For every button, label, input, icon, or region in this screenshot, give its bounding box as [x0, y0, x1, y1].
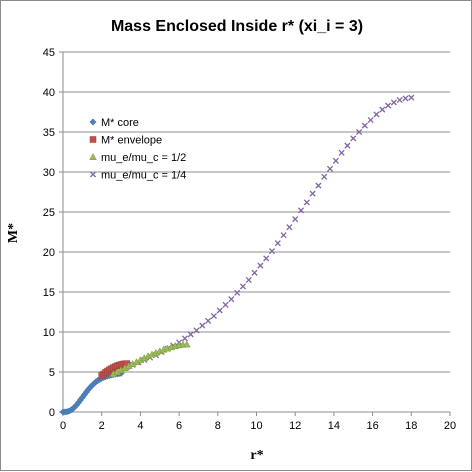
data-series: [59, 94, 415, 416]
legend-label-1: M* envelope: [101, 135, 162, 147]
data-point: [239, 283, 247, 290]
x-tick-label: 2: [99, 420, 105, 432]
data-point: [181, 335, 188, 342]
legend-label-0: M* core: [101, 117, 139, 129]
data-point: [385, 102, 392, 109]
data-point: [193, 327, 200, 334]
data-point: [292, 216, 299, 223]
data-point: [187, 331, 194, 338]
data-point: [373, 111, 380, 118]
data-point: [286, 224, 293, 231]
y-tick-label: 5: [49, 367, 55, 379]
data-point: [274, 240, 281, 247]
x-tick-label: 6: [176, 420, 182, 432]
x-tick-label: 0: [60, 420, 66, 432]
y-tick-label: 40: [43, 87, 55, 99]
data-point: [332, 157, 339, 164]
x-tick-label: 8: [215, 420, 221, 432]
data-point: [379, 106, 386, 113]
y-axis-title: M*: [6, 223, 21, 243]
data-point: [263, 255, 270, 262]
legend-label-3: mu_e/mu_c = 1/4: [101, 170, 186, 182]
data-point: [309, 190, 316, 197]
legend-marker-2: [89, 153, 97, 160]
chart-title: Mass Enclosed Inside r* (xi_i = 3): [111, 18, 363, 35]
legend-marker-0: [89, 118, 97, 126]
data-point: [280, 232, 287, 239]
data-point: [355, 128, 363, 136]
data-point: [205, 317, 212, 324]
tick-labels: 0 5 10 15 20 25 30 35 40 45 0 2 4 6 8 10 12 14 16 18 20: [43, 47, 456, 432]
data-point: [228, 296, 235, 303]
legend-label-2: mu_e/mu_c = 1/2: [101, 152, 186, 164]
y-tick-label: 0: [49, 407, 55, 419]
data-point: [350, 135, 357, 142]
grid-lines: [63, 51, 450, 373]
data-point: [390, 99, 397, 106]
x-tick-label: 20: [444, 420, 456, 432]
series-3: [117, 94, 415, 373]
legend-marker-1: [89, 136, 97, 143]
data-point: [216, 307, 223, 314]
data-point: [303, 199, 310, 206]
data-point: [326, 165, 334, 172]
data-point: [234, 289, 241, 296]
x-axis-title: r*: [250, 448, 263, 463]
data-point: [315, 182, 322, 189]
y-tick-label: 25: [43, 207, 55, 219]
series-1: [98, 360, 131, 379]
y-tick-label: 45: [43, 47, 55, 59]
data-point: [361, 122, 368, 129]
data-point: [321, 173, 328, 180]
series-2: [109, 340, 191, 377]
data-point: [222, 301, 229, 308]
data-point: [199, 322, 206, 329]
data-point: [210, 312, 217, 320]
x-tick-label: 10: [250, 420, 262, 432]
y-tick-label: 20: [43, 247, 55, 259]
x-tick-label: 12: [289, 420, 301, 432]
data-point: [338, 149, 345, 156]
y-tick-label: 10: [43, 327, 55, 339]
data-point: [367, 116, 374, 124]
legend-marker-3: [89, 171, 97, 178]
x-tick-label: 14: [328, 420, 340, 432]
x-tick-label: 16: [366, 420, 378, 432]
data-point: [408, 94, 415, 101]
data-point: [251, 269, 258, 276]
data-point: [268, 248, 276, 255]
data-point: [402, 95, 409, 102]
x-tick-label: 4: [137, 420, 143, 432]
legend: M* core M* envelope mu_e/mu_c = 1/2 mu_e/mu…: [89, 117, 186, 182]
data-point: [257, 262, 264, 269]
data-point: [297, 207, 305, 214]
data-point: [396, 96, 403, 104]
axes: [59, 51, 451, 416]
y-tick-label: 15: [43, 287, 55, 299]
data-point: [183, 340, 191, 348]
data-point: [344, 142, 351, 149]
y-tick-label: 35: [43, 127, 55, 139]
x-tick-label: 18: [405, 420, 417, 432]
y-tick-label: 30: [43, 167, 55, 179]
data-point: [245, 276, 252, 284]
